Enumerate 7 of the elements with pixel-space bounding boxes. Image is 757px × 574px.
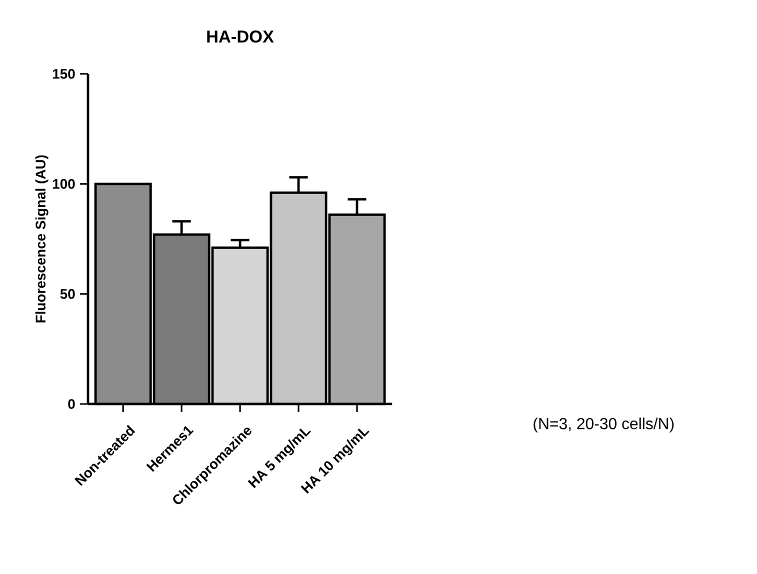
y-axis-title: Fluorescence Signal (AU) [35, 155, 48, 322]
y-tick-label: 100 [53, 178, 75, 189]
text: (N=3, 20-30 cells/N) [534, 418, 674, 432]
y-tick-label: 50 [60, 289, 75, 299]
y-tick-label: 0 [68, 399, 75, 409]
y-tick-label: 150 [53, 68, 75, 79]
chart-title: HA-DOX [207, 30, 274, 43]
